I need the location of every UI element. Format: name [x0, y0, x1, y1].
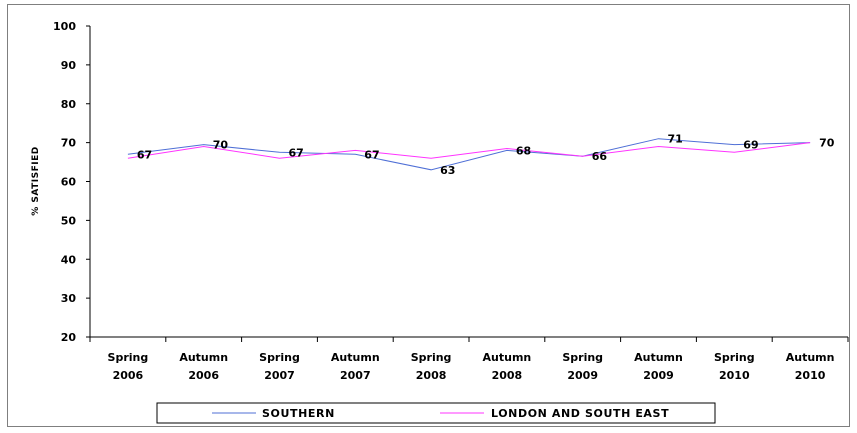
data-label: 70	[213, 139, 229, 152]
y-tick-label: 80	[61, 98, 77, 111]
y-tick-label: 70	[61, 137, 77, 150]
y-tick-label: 50	[61, 214, 77, 227]
legend: SOUTHERN LONDON AND SOUTH EAST	[156, 402, 716, 424]
legend-label: SOUTHERN	[262, 407, 335, 420]
legend-box	[156, 402, 716, 424]
x-tick-label: Spring	[714, 351, 755, 364]
x-tick-label: 2006	[188, 369, 219, 382]
x-tick-label: Spring	[411, 351, 452, 364]
legend-label: LONDON AND SOUTH EAST	[491, 407, 669, 420]
x-tick-label: Autumn	[331, 351, 380, 364]
data-label: 63	[440, 164, 455, 177]
x-tick-label: Autumn	[179, 351, 228, 364]
x-tick-label: 2008	[492, 369, 523, 382]
x-tick-label: 2010	[795, 369, 826, 382]
chart-frame	[7, 4, 850, 427]
data-label: 69	[743, 139, 758, 152]
x-tick-label: Autumn	[786, 351, 835, 364]
x-tick-label: Spring	[108, 351, 149, 364]
x-tick-label: 2009	[643, 369, 674, 382]
x-tick-label: Autumn	[634, 351, 683, 364]
x-tick-label: Spring	[562, 351, 603, 364]
data-label: 71	[668, 133, 683, 146]
series-line-southern	[127, 138, 811, 171]
series-lines	[127, 138, 811, 171]
data-label: 70	[819, 137, 835, 150]
y-tick-label: 40	[61, 253, 77, 266]
y-tick-label: 90	[61, 59, 77, 72]
y-axis-label: % SATISFIED	[31, 146, 41, 215]
data-label: 68	[516, 144, 531, 157]
data-label: 67	[289, 146, 304, 159]
x-tick-label: 2007	[340, 369, 371, 382]
x-tick-label: 2010	[719, 369, 750, 382]
x-tick-label: Spring	[259, 351, 300, 364]
y-axis-ticks: 20 30 40 50 60 70 80 90 100	[53, 20, 90, 344]
y-tick-label: 100	[53, 20, 76, 33]
data-labels: 67 70 67 67 63 68 66 71 69 70	[137, 133, 835, 177]
series-line-london-and-south-east	[127, 142, 811, 159]
data-label: 67	[137, 148, 152, 161]
y-tick-label: 30	[61, 292, 77, 305]
y-tick-label: 20	[61, 331, 77, 344]
x-tick-label: Autumn	[483, 351, 532, 364]
data-label: 66	[592, 150, 608, 163]
x-tick-label: 2007	[264, 369, 295, 382]
x-tick-label: 2008	[416, 369, 447, 382]
x-tick-label: 2009	[567, 369, 598, 382]
y-tick-label: 60	[61, 176, 77, 189]
x-tick-label: 2006	[113, 369, 144, 382]
axes	[89, 26, 848, 338]
x-axis-ticks: Spring 2006 Autumn 2006 Spring 2007 Autumn 2007…	[89, 337, 849, 382]
data-label: 67	[364, 148, 379, 161]
